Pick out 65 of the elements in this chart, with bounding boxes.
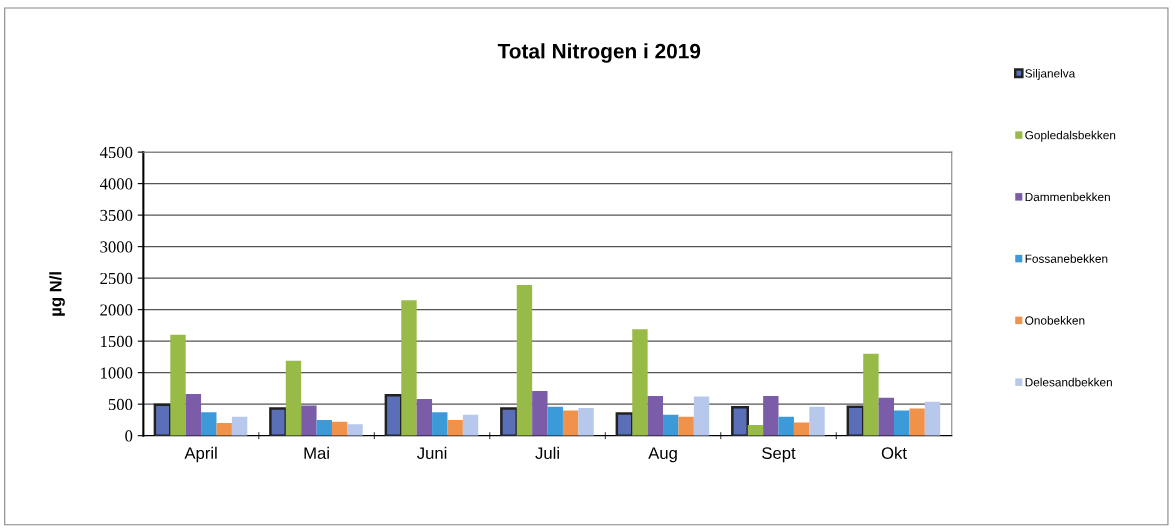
bar <box>663 414 679 436</box>
bar <box>216 423 232 436</box>
legend-label: Fossanebekken <box>1025 254 1108 263</box>
bar <box>615 412 634 436</box>
legend-label: Delesandbekken <box>1025 377 1112 387</box>
bar <box>185 394 202 436</box>
bar <box>285 360 302 436</box>
bar <box>547 406 563 436</box>
bar <box>878 397 895 436</box>
y-tick-label: 2000 <box>100 304 133 316</box>
bar <box>632 329 648 436</box>
bar <box>516 285 533 436</box>
legend-label: Onobekken <box>1025 316 1085 325</box>
bar <box>793 422 810 436</box>
bar <box>578 407 594 436</box>
bar <box>201 412 217 436</box>
bar <box>316 419 332 436</box>
bar <box>763 395 779 436</box>
bar <box>846 405 865 436</box>
x-tick-label: Okt <box>881 446 907 460</box>
bar <box>647 395 664 436</box>
x-tick-label: Juli <box>535 446 559 460</box>
bar <box>231 416 248 436</box>
bar <box>731 406 749 436</box>
bar <box>347 424 363 436</box>
y-tick-label: 500 <box>108 398 133 411</box>
bar <box>269 407 288 436</box>
bar <box>693 396 710 436</box>
legend-label: Gopledalsbekken <box>1025 130 1116 142</box>
bar <box>401 300 417 436</box>
bar <box>462 414 479 436</box>
bar <box>863 353 879 436</box>
bar <box>894 410 910 436</box>
bar <box>331 421 348 436</box>
x-tick-label: Mai <box>304 446 329 460</box>
bar <box>562 410 579 436</box>
bar <box>432 412 448 436</box>
y-tick-label: 3000 <box>100 241 133 253</box>
bar <box>500 407 518 436</box>
y-tick-label: 3500 <box>100 209 133 222</box>
bar <box>447 419 463 436</box>
y-tick-label: 1000 <box>101 367 133 379</box>
legend-label: Siljanelva <box>1025 68 1076 80</box>
legend-label: Dammenbekken <box>1025 192 1110 202</box>
bar <box>532 390 548 436</box>
x-tick-label: April <box>184 446 217 463</box>
bar <box>924 401 941 436</box>
y-tick-label: 2500 <box>100 272 133 285</box>
y-tick-label: 0 <box>125 430 133 442</box>
y-tick-label: 4500 <box>99 146 133 159</box>
bar <box>416 399 433 436</box>
x-tick-label: Aug <box>648 447 677 463</box>
chart-title: Total Nitrogen i 2019 <box>497 43 701 63</box>
x-tick-label: Sept <box>762 447 796 463</box>
bar <box>170 334 186 436</box>
y-tick-label: 1500 <box>101 335 133 348</box>
bar <box>301 405 317 436</box>
bar <box>809 406 825 436</box>
bar <box>747 424 764 436</box>
y-axis-title: µg N/l <box>49 272 65 316</box>
bar <box>678 416 694 436</box>
bar <box>909 408 925 436</box>
x-tick-label: Juni <box>417 446 447 460</box>
y-tick-label: 4000 <box>99 178 133 190</box>
bar <box>778 416 794 436</box>
